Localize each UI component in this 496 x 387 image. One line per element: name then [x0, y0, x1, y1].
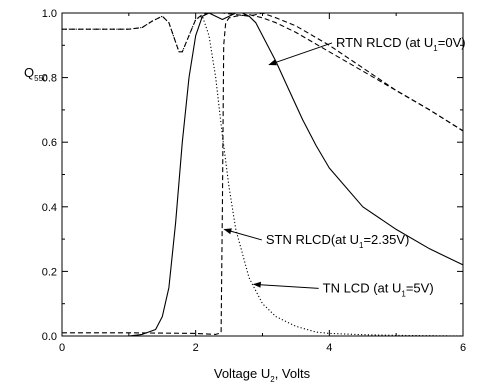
annotation-arrow-tn	[252, 281, 319, 289]
annotation-label-tn: TN LCD (at U1=5V)	[323, 280, 434, 298]
y-tick-label: 0.6	[42, 137, 57, 149]
y-tick-label: 1.0	[42, 8, 57, 20]
annotation-label-sub: 1	[433, 44, 438, 53]
x-axis-title-main: Voltage U	[214, 366, 270, 381]
x-tick-label: 6	[460, 342, 466, 354]
x-axis-title-rest: , Volts	[275, 366, 311, 381]
x-axis-title-sub: 2	[270, 375, 275, 384]
annotation-label-rtn: RTN RLCD (at U1=0V)	[336, 35, 466, 53]
x-tick-label: 0	[59, 342, 65, 354]
series-line-tn	[62, 15, 464, 337]
annotation-label-stn: STN RLCD(at U1=2.35V)	[266, 232, 410, 250]
annotation-arrow-rtn	[268, 42, 333, 66]
annotation-label-main: TN LCD (at U	[323, 280, 402, 295]
y-tick-label: 0.8	[42, 73, 57, 85]
annotation-label-sub: 1	[401, 289, 406, 298]
series-line-solid	[62, 12, 464, 337]
series-line-rtn	[62, 12, 464, 132]
annotation-label-rest: =5V)	[406, 280, 434, 295]
y-axis-title-sub: 550	[34, 74, 48, 83]
y-tick-label: 0.0	[42, 331, 57, 343]
annotation-label-rest: =2.35V)	[363, 232, 409, 247]
y-tick-label: 0.2	[42, 266, 57, 278]
annotation-label-sub: 1	[359, 241, 364, 250]
x-tick-label: 2	[193, 342, 199, 354]
series-group	[62, 12, 464, 337]
annotation-label-main: STN RLCD(at U	[266, 232, 359, 247]
annotation-arrow-stn	[223, 228, 262, 241]
series-line-stn	[62, 14, 464, 335]
axis-ticks	[61, 12, 464, 337]
plot-frame	[61, 12, 464, 337]
y-axis-title-main: Q	[24, 65, 34, 80]
x-axis-title: Voltage U2, Volts	[214, 366, 311, 384]
annotations-group: RTN RLCD (at U1=0V)STN RLCD(at U1=2.35V)…	[223, 35, 466, 298]
tick-labels: 0 2 4 6 0.0 0.2 0.4 0.6 0.8 1.0	[42, 8, 466, 354]
annotation-label-main: RTN RLCD (at U	[336, 35, 433, 50]
annotation-label-rest: =0V)	[438, 35, 466, 50]
y-tick-label: 0.4	[42, 202, 57, 214]
x-tick-label: 4	[326, 342, 332, 354]
y-axis-title: Q550	[24, 65, 48, 83]
